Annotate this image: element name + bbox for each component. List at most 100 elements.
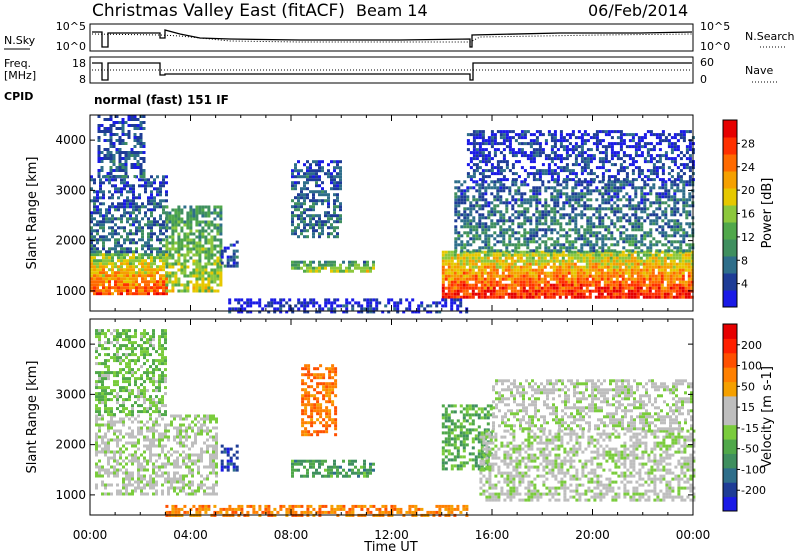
heatmap-cell <box>106 148 110 151</box>
heatmap-cell <box>105 292 108 296</box>
heatmap-cell <box>669 274 673 278</box>
heatmap-cell <box>213 208 217 212</box>
heatmap-cell <box>679 163 683 167</box>
heatmap-cell <box>201 283 205 287</box>
heatmap-cell <box>606 259 610 263</box>
heatmap-cell <box>204 253 208 257</box>
heatmap-cell <box>186 211 190 215</box>
heatmap-cell <box>118 166 122 169</box>
heatmap-cell <box>601 180 605 184</box>
heatmap-cell <box>514 237 518 241</box>
heatmap-cell <box>532 148 536 152</box>
heatmap-cell <box>139 172 143 175</box>
heatmap-cell <box>124 166 128 169</box>
heatmap-cell <box>189 223 193 227</box>
heatmap-cell <box>141 265 144 269</box>
heatmap-cell <box>306 269 309 273</box>
heatmap-cell <box>493 210 497 214</box>
heatmap-cell <box>579 274 583 278</box>
heatmap-cell <box>556 166 560 170</box>
heatmap-cell <box>642 265 646 269</box>
heatmap-cell <box>631 213 635 217</box>
heatmap-cell <box>685 183 689 187</box>
heatmap-cell <box>639 277 643 281</box>
heatmap-cell <box>664 192 668 196</box>
heatmap-cell <box>186 226 190 230</box>
heatmap-cell <box>468 250 472 254</box>
heatmap-cell <box>475 157 479 161</box>
heatmap-cell <box>282 298 286 302</box>
heatmap-cell <box>162 250 165 254</box>
heatmap-cell <box>628 163 632 167</box>
heatmap-cell <box>514 133 518 137</box>
heatmap-cell <box>612 286 616 290</box>
heatmap-cell <box>117 271 120 275</box>
heatmap-cell <box>174 223 178 227</box>
heatmap-cell <box>123 202 126 206</box>
heatmap-cell <box>126 280 129 284</box>
heatmap-cell <box>156 238 159 242</box>
heatmap-cell <box>520 183 524 187</box>
heatmap-cell <box>273 301 277 305</box>
heatmap-cell <box>240 310 244 314</box>
heatmap-cell <box>601 130 605 134</box>
heatmap-cell <box>472 228 476 232</box>
heatmap-cell <box>198 208 202 212</box>
heatmap-cell <box>102 256 105 260</box>
heatmap-cell <box>610 180 614 184</box>
heatmap-cell <box>508 169 512 173</box>
heatmap-cell <box>186 286 190 290</box>
heatmap-cell <box>549 283 553 287</box>
heatmap-cell <box>144 274 147 278</box>
heatmap-cell <box>637 201 641 205</box>
heatmap-cell <box>619 231 623 235</box>
heatmap-cell <box>93 196 96 200</box>
heatmap-cell <box>621 280 625 284</box>
heatmap-cell <box>673 240 677 244</box>
heatmap-cell <box>664 154 668 158</box>
heatmap-cell <box>127 118 131 121</box>
heatmap-cell <box>679 225 683 229</box>
heatmap-cell <box>105 211 108 215</box>
heatmap-cell <box>607 231 611 235</box>
heatmap-cell <box>676 249 680 253</box>
heatmap-cell <box>628 219 632 223</box>
heatmap-cell <box>559 189 563 193</box>
heatmap-cell <box>466 133 470 137</box>
heatmap-cell <box>282 304 286 308</box>
heatmap-cell <box>619 183 623 187</box>
heatmap-cell <box>637 216 641 220</box>
heatmap-cell <box>477 286 481 290</box>
heatmap-cell <box>159 217 162 221</box>
heatmap-cell <box>459 253 463 257</box>
heatmap-cell <box>477 271 481 275</box>
heatmap-cell <box>673 228 677 232</box>
heatmap-cell <box>150 286 153 290</box>
heatmap-cell <box>540 292 544 296</box>
heatmap-cell <box>393 301 397 305</box>
heatmap-cell <box>429 310 433 314</box>
heatmap-cell <box>124 154 128 157</box>
heatmap-cell <box>186 220 190 224</box>
heatmap-cell <box>150 265 153 269</box>
heatmap-cell <box>532 231 536 235</box>
heatmap-cell <box>673 225 677 229</box>
heatmap-cell <box>228 298 232 302</box>
heatmap-cell <box>592 231 596 235</box>
heatmap-cell <box>153 202 156 206</box>
heatmap-cell <box>667 198 671 202</box>
heatmap-cell <box>115 127 119 130</box>
heatmap-cell <box>663 271 667 275</box>
heatmap-cell <box>300 211 303 215</box>
heatmap-cell <box>672 253 676 257</box>
heatmap-cell <box>450 304 454 308</box>
heatmap-cell <box>159 286 162 290</box>
heatmap-cell <box>195 229 199 233</box>
heatmap-cell <box>309 220 312 224</box>
heatmap-cell <box>517 136 521 140</box>
heatmap-cell <box>118 121 122 124</box>
heatmap-cell <box>171 226 175 230</box>
heatmap-cell <box>568 172 572 176</box>
heatmap-cell <box>213 259 217 263</box>
heatmap-cell <box>468 283 472 287</box>
